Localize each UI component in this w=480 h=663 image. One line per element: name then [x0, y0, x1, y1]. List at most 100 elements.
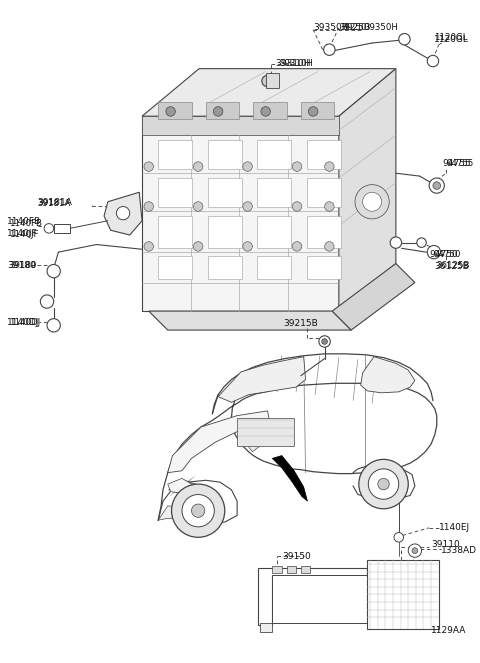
Text: 39215B: 39215B	[284, 319, 318, 328]
Polygon shape	[104, 192, 142, 235]
Circle shape	[362, 192, 382, 211]
Circle shape	[193, 202, 203, 211]
Polygon shape	[258, 568, 367, 625]
Text: 39180: 39180	[9, 261, 36, 270]
Circle shape	[408, 544, 421, 558]
Circle shape	[390, 237, 402, 249]
Bar	[158, 140, 192, 170]
Bar	[158, 178, 192, 208]
Bar	[208, 140, 242, 170]
Text: 39350H: 39350H	[364, 23, 398, 32]
Circle shape	[324, 242, 334, 251]
Circle shape	[117, 206, 130, 220]
Circle shape	[433, 182, 441, 190]
Bar	[237, 418, 294, 446]
Bar	[307, 256, 341, 278]
Circle shape	[394, 532, 404, 542]
Circle shape	[193, 162, 203, 171]
Bar	[272, 575, 367, 623]
Polygon shape	[339, 69, 396, 311]
Bar	[307, 216, 341, 249]
Polygon shape	[168, 479, 192, 493]
Bar	[272, 566, 282, 573]
Circle shape	[292, 242, 302, 251]
Circle shape	[359, 459, 408, 509]
Text: 1338AD: 1338AD	[441, 546, 477, 555]
Text: 1140FB: 1140FB	[9, 219, 42, 228]
Text: 94755: 94755	[446, 159, 474, 168]
Circle shape	[47, 265, 60, 278]
Circle shape	[322, 339, 327, 344]
Text: 1140JF: 1140JF	[9, 229, 38, 239]
Bar	[287, 566, 296, 573]
Text: 39250: 39250	[340, 23, 367, 32]
Text: 39181A: 39181A	[37, 198, 72, 208]
Polygon shape	[301, 102, 334, 119]
Circle shape	[144, 242, 154, 251]
Polygon shape	[168, 480, 201, 497]
Polygon shape	[158, 506, 211, 520]
Circle shape	[182, 495, 215, 527]
Circle shape	[319, 335, 330, 347]
Circle shape	[262, 76, 273, 87]
Text: 1140JF: 1140JF	[7, 229, 38, 237]
Circle shape	[355, 184, 389, 219]
Polygon shape	[206, 102, 239, 119]
Polygon shape	[253, 102, 287, 119]
Text: 36125B: 36125B	[434, 262, 468, 271]
Bar	[158, 256, 192, 278]
Bar	[307, 178, 341, 208]
Circle shape	[309, 107, 318, 116]
Polygon shape	[142, 116, 339, 311]
Polygon shape	[54, 223, 70, 233]
Bar	[301, 566, 311, 573]
Circle shape	[171, 484, 225, 537]
Text: 39250: 39250	[342, 23, 371, 32]
Text: 1140DJ: 1140DJ	[7, 318, 39, 327]
Text: 1140FB: 1140FB	[7, 217, 41, 226]
Circle shape	[324, 162, 334, 171]
Circle shape	[144, 162, 154, 171]
Text: 39350H: 39350H	[313, 23, 348, 32]
Bar	[257, 216, 291, 249]
Circle shape	[292, 202, 302, 211]
Text: 1120GL: 1120GL	[434, 34, 469, 44]
Text: 39310H: 39310H	[275, 60, 311, 68]
Circle shape	[144, 202, 154, 211]
Text: 1140EJ: 1140EJ	[439, 523, 470, 532]
Text: 39150: 39150	[282, 552, 311, 561]
Polygon shape	[218, 357, 306, 402]
Text: 36125B: 36125B	[437, 261, 470, 270]
Polygon shape	[142, 116, 339, 135]
Bar	[257, 140, 291, 170]
Circle shape	[292, 162, 302, 171]
Polygon shape	[260, 623, 272, 633]
Circle shape	[243, 202, 252, 211]
Circle shape	[427, 55, 439, 67]
Circle shape	[40, 295, 54, 308]
Text: 1129AA: 1129AA	[431, 626, 467, 635]
Circle shape	[44, 223, 54, 233]
Polygon shape	[149, 311, 351, 330]
Circle shape	[214, 107, 223, 116]
Bar	[208, 256, 242, 278]
Polygon shape	[158, 102, 192, 119]
Circle shape	[324, 44, 335, 55]
Bar	[307, 140, 341, 170]
Circle shape	[193, 242, 203, 251]
Circle shape	[427, 245, 441, 259]
Text: 94755: 94755	[443, 159, 471, 168]
Circle shape	[192, 504, 205, 517]
Circle shape	[368, 469, 399, 499]
Polygon shape	[142, 69, 396, 116]
Text: 39181A: 39181A	[37, 199, 71, 208]
Text: 1120GL: 1120GL	[434, 32, 468, 42]
Text: 39310H: 39310H	[279, 60, 313, 68]
Bar	[208, 178, 242, 208]
Circle shape	[166, 107, 175, 116]
Circle shape	[417, 238, 426, 247]
Circle shape	[47, 319, 60, 332]
Polygon shape	[168, 411, 269, 473]
Circle shape	[378, 479, 389, 490]
Circle shape	[261, 107, 270, 116]
